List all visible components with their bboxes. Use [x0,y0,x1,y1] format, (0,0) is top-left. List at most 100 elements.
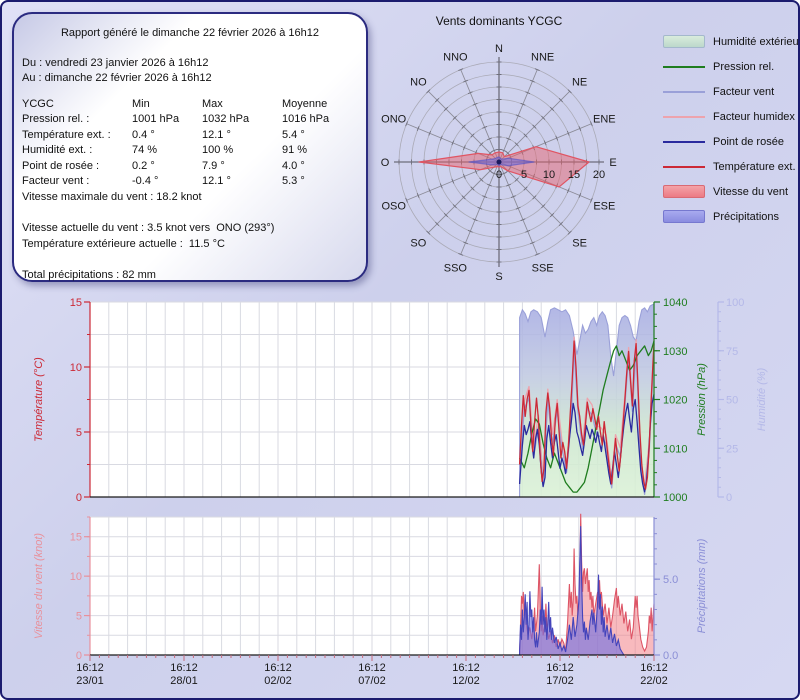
rose-spoke [406,123,500,163]
rose-spoke [498,161,592,201]
legend-item: Pression rel. [663,60,798,73]
rose-spoke-tick [509,164,512,170]
date-label: 16:12 02/02 [264,662,292,687]
legend-area-swatch [663,35,705,48]
rose-spoke-tick [534,68,540,71]
wind-tick-label: 5 [76,611,82,623]
stats-header-row: YCGC Min Max Moyenne [22,97,358,113]
rose-spoke-tick [428,188,432,194]
legend-item: Humidité extérieure [663,35,798,48]
rose-spoke-tick [428,130,432,136]
rose-spoke-tick [520,169,524,175]
rose-spoke-tick [463,79,468,83]
rose-spoke-tick [510,195,516,199]
pressure-tick-label: 1030 [663,346,687,358]
rose-spoke-tick [534,253,540,256]
legend-label: Point de rosée [713,135,784,148]
rose-ring [461,124,537,200]
rose-spoke-tick [451,140,455,146]
precip-axis: 0.0 5.0 Précipitations (mm) [653,517,708,662]
rose-spoke [498,161,571,234]
rose-spoke-tick [520,102,526,106]
main-chart-plot-bg [90,302,654,497]
rose-spoke-tick [458,253,464,256]
rose-spoke-tick [590,121,593,127]
stats-row: Facteur vent : -0.4 ° 12.1 ° 5.3 ° [22,174,358,190]
stats-cell: 1016 hPa [282,113,330,125]
rose-spoke-tick [426,230,431,235]
rose-spoke [427,161,500,234]
legend-line-swatch [663,165,705,168]
temp-axis: 0 5 10 15 Température (°C) [33,297,91,504]
rose-spoke-tick [506,137,512,141]
compass-label: S [495,271,502,283]
rose-spoke-tick [486,154,489,160]
rose-spoke-tick [435,221,440,226]
stats-cell: 74 % [132,144,158,156]
compass-label: SSO [444,262,468,274]
rose-spoke-tick [462,173,466,179]
stats-cell: Facteur vent : [22,175,90,187]
legend-label: Précipitations [713,210,780,223]
compass-label: O [381,157,390,169]
wind-axis: 0 5 10 15 Vitesse du vent (knot) [33,516,91,662]
rose-spoke-tick [501,172,507,175]
rose-spoke-tick [523,133,528,138]
pressure-tick-label: 1010 [663,443,687,455]
rose-spoke-tick [488,151,493,156]
date-label: 16:12 12/02 [452,662,480,687]
rose-spoke-tick [467,91,473,95]
legend-line-swatch [663,140,705,143]
rose-spoke-tick [470,186,475,191]
rose-ring [473,136,525,188]
stats-cell: 100 % [202,144,234,156]
humidity-tick-label: 0 [726,492,732,504]
rose-spoke-tick [451,178,455,184]
stats-cell: -0.4 ° [132,175,159,187]
compass-label: NNO [443,52,468,64]
max-wind-line: Vitesse maximale du vent : 18.2 knot [22,190,202,203]
date-axis: 16:12 23/01 16:12 28/01 16:12 02/02 16:12 07/02… [76,655,668,687]
rose-scale-label: 10 [543,169,555,181]
temp-tick-label: 10 [70,362,82,374]
humidit-ext-rieure-series [519,302,655,498]
rose-spoke-tick [514,177,519,182]
stats-cell: 1032 hPa [202,113,250,125]
legend-label: Pression rel. [713,60,775,73]
stats-cell: Pression rel. : [22,113,90,125]
rose-spoke-tick [486,183,492,187]
rose-spoke-tick [510,125,516,129]
stats-cell: 12.1 ° [202,128,231,141]
rose-spoke-tick [479,142,484,147]
legend-label: Température ext. [713,160,796,173]
stats-row: Point de rosée : 0.2 ° 7.9 ° 4.0 ° [22,159,358,175]
rose-ring [398,61,600,263]
precip-axis-title: Précipitations (mm) [696,538,708,633]
main-chart-grid [89,301,655,497]
rose-spoke-tick [467,229,473,233]
temp-tick-label: 0 [76,492,82,504]
stats-cell: 0.4 ° [132,128,155,141]
temp-tick-label: 15 [70,297,82,309]
rose-spoke-tick [461,195,466,200]
wind-tick-label: 0 [76,650,82,662]
humidity-tick-label: 100 [726,297,744,309]
precip-tick-label: 0.0 [663,650,678,662]
rose-spoke-tick [426,89,431,94]
legend-line-swatch [663,65,705,68]
rose-spoke-tick [590,197,593,203]
rose-scale-label: 0 [496,169,502,181]
rose-spoke-tick [505,151,510,156]
rose-spoke-tick [566,188,570,194]
rose-spoke-tick [491,172,497,175]
temp-tick-label: 5 [76,427,82,439]
pr-cipitations-rose [468,156,535,167]
rose-spoke-tick [549,212,555,218]
rose-spoke-tick [506,183,512,187]
stats-cell: Point de rosée : [22,159,100,172]
legend-label: Vitesse du vent [713,185,789,198]
stats-cell: 5.3 ° [282,175,305,187]
compass-label: NNE [531,52,554,64]
